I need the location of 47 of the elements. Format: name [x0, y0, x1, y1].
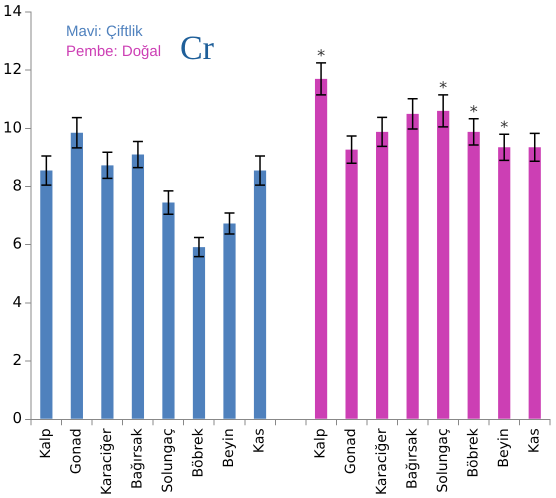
y-tick-label: 14: [2, 2, 22, 20]
bar: [192, 247, 206, 419]
y-tick-label: 6: [12, 234, 22, 253]
x-tick-label: Beyin: [221, 428, 238, 468]
y-tick-label: 4: [12, 292, 22, 311]
bar: [437, 110, 450, 419]
bar: [345, 150, 358, 419]
x-tick-label: Kas: [526, 428, 542, 454]
bar: [406, 114, 419, 419]
text: Mavi: Çiftlik: [66, 22, 144, 42]
bar: [223, 224, 236, 419]
x-tick-label: Kas: [252, 428, 268, 454]
bar: [70, 132, 83, 419]
data-label: *: [470, 102, 478, 121]
x-tick-label: Böbrek: [190, 427, 207, 478]
x-tick-label: Gonad: [68, 428, 85, 474]
bar: [132, 154, 144, 419]
data-label: *: [500, 117, 508, 136]
bar: [101, 165, 114, 419]
data-label: *: [439, 78, 448, 98]
x-tick-label: Karaciğer: [99, 428, 116, 496]
y-tick-label: 2: [12, 351, 22, 370]
y-tick-label: 0: [12, 409, 22, 428]
x-tick-label: Karaciğer: [374, 428, 390, 496]
bar: [314, 78, 328, 419]
bar: [376, 132, 388, 419]
bar: [498, 147, 510, 419]
text: Pembe: Doğal: [66, 42, 162, 62]
y-tick-label: 10: [2, 118, 22, 136]
x-tick-label: Solungaç: [160, 428, 176, 493]
text: Cr: [180, 30, 214, 68]
bar: [254, 170, 266, 419]
x-tick-label: Kalp: [38, 428, 54, 459]
x-tick-label: Bağırsak: [404, 427, 420, 490]
x-tick-label: Bağırsak: [130, 427, 146, 490]
bar: [162, 202, 175, 419]
y-tick-label: 12: [2, 60, 22, 78]
x-tick-label: Böbrek: [465, 427, 482, 478]
y-tick-label: 8: [12, 176, 22, 194]
bar: [40, 170, 52, 419]
bar: [468, 132, 480, 419]
x-tick-label: Gonad: [343, 428, 360, 474]
bar: [528, 147, 541, 419]
data-label: *: [317, 46, 326, 66]
x-tick-label: Beyin: [496, 428, 512, 468]
x-tick-label: Solungaç: [434, 428, 451, 493]
x-tick-label: Kalp: [312, 428, 329, 459]
